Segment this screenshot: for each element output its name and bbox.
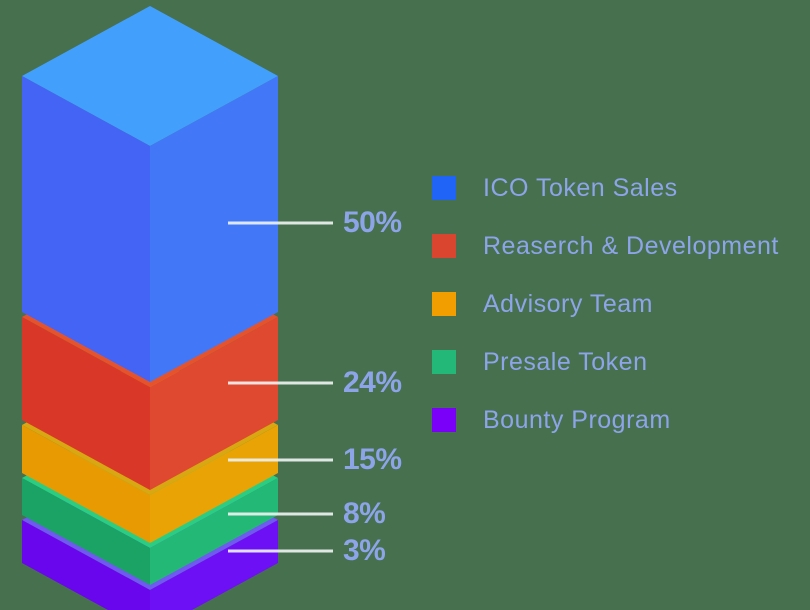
bar-segment-advisory-team-right-face [150, 425, 278, 543]
legend-swatch [432, 176, 456, 200]
legend-label: Bounty Program [483, 405, 671, 434]
legend-swatch [432, 292, 456, 316]
legend-item: Reaserch & Development [432, 231, 779, 260]
legend-swatch [432, 350, 456, 374]
bar-segment-reaserch-development-right-face [150, 317, 278, 490]
bar-segment-presale-token-right-face [150, 478, 278, 585]
bar-segment-bounty-program-left-face [22, 520, 150, 610]
legend-item: Advisory Team [432, 289, 779, 318]
bar-segment-presale-token-left-face [22, 478, 150, 585]
legend-item: ICO Token Sales [432, 173, 779, 202]
legend-item: Bounty Program [432, 405, 779, 434]
legend: ICO Token Sales Reaserch & Development A… [432, 173, 779, 466]
bar-segment-ico-token-sales-left-face [22, 76, 150, 382]
bar-segment-advisory-team-left-face [22, 425, 150, 543]
percent-label: 24% [343, 366, 402, 399]
percent-label: 15% [343, 443, 402, 476]
legend-label: Advisory Team [483, 289, 653, 318]
percent-label: 3% [343, 534, 386, 567]
bar-segment-ico-token-sales-right-face [150, 76, 278, 382]
bar-segment-bounty-program-right-face [150, 520, 278, 610]
percent-label: 50% [343, 206, 402, 239]
percent-label: 8% [343, 497, 386, 530]
bar-segment-reaserch-development-left-face [22, 317, 150, 490]
legend-item: Presale Token [432, 347, 779, 376]
legend-label: ICO Token Sales [483, 173, 678, 202]
legend-label: Reaserch & Development [483, 231, 779, 260]
legend-label: Presale Token [483, 347, 648, 376]
legend-swatch [432, 408, 456, 432]
legend-swatch [432, 234, 456, 258]
